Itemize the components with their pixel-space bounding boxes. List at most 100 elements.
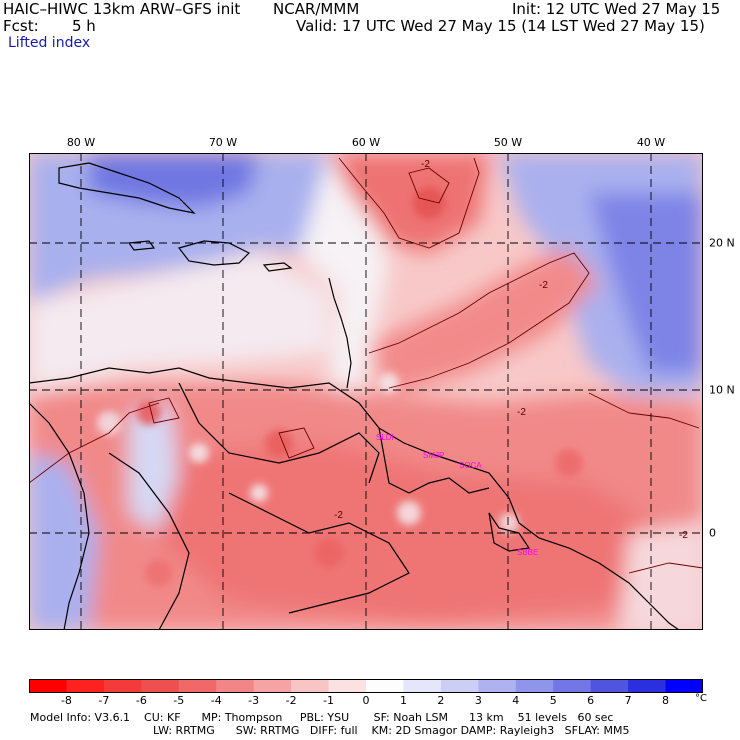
colorbar: [29, 679, 703, 693]
lon-label-70w: 70 W: [208, 136, 238, 149]
colorbar-label: -6: [135, 694, 147, 707]
cell: [555, 449, 583, 477]
colorbar-label: 7: [624, 694, 632, 707]
stable-core-east: [589, 193, 703, 373]
lat-label-10n: 10 N: [709, 383, 735, 397]
cell: [137, 401, 161, 425]
cell: [250, 484, 268, 502]
colorbar-label: 4: [512, 694, 520, 707]
model-info-line2: LW: RRTMG SW: RRTMG DIFF: full KM: 2D Sm…: [153, 724, 630, 737]
colorbar-swatch: [216, 679, 255, 693]
colorbar-label: 6: [587, 694, 595, 707]
cell: [314, 538, 344, 568]
colorbar-swatch: [66, 679, 105, 693]
colorbar-swatch: [478, 679, 517, 693]
unstable-band: [369, 248, 599, 393]
cell: [397, 501, 421, 525]
cell: [413, 187, 445, 219]
model-title: HAIC–HIWC 13km ARW–GFS init: [3, 0, 241, 18]
colorbar-frame: [29, 679, 703, 693]
colorbar-swatch: [103, 679, 142, 693]
map-frame: [29, 153, 703, 630]
colorbar-label: -1: [323, 694, 335, 707]
colorbar-label: -3: [248, 694, 260, 707]
colorbar-unit: °C: [695, 693, 707, 704]
central-america-coast: [29, 402, 90, 630]
guiana-borders: [378, 427, 490, 494]
city-label-soca: SOCA: [459, 461, 482, 470]
amazon-delta: [488, 512, 531, 552]
colorbar-label: 2: [437, 694, 445, 707]
colorbar-swatch: [141, 679, 180, 693]
cell: [379, 373, 399, 393]
colorbar-label: 0: [362, 694, 370, 707]
hispaniola-coast: [177, 240, 251, 266]
colorbar-swatch: [628, 679, 667, 693]
contour-label: -2: [679, 530, 688, 541]
colorbar-swatch: [440, 679, 479, 693]
cell: [97, 411, 121, 435]
valid-time: Valid: 17 UTC Wed 27 May 15 (14 LST Wed …: [296, 17, 705, 35]
colorbar-swatch: [328, 679, 367, 693]
contour-lines: [29, 157, 703, 574]
colorbar-label: 1: [399, 694, 407, 707]
cell: [499, 513, 519, 533]
colorbar-label: -5: [173, 694, 185, 707]
stable-core-northwest: [89, 153, 259, 208]
cell: [145, 559, 173, 587]
neutral-band-west: [29, 253, 329, 393]
lon-label-50w: 50 W: [493, 136, 523, 149]
colorbar-swatch: [590, 679, 629, 693]
colorbar-label: -2: [285, 694, 297, 707]
contour-diagonal: [368, 252, 590, 389]
colorbar-swatch: [29, 679, 67, 693]
stable-area-southwest: [29, 453, 99, 630]
org-label: NCAR/MMM: [273, 0, 360, 18]
south-america-north-coast: [29, 367, 680, 630]
contour-cell-3: [148, 397, 180, 424]
grid-lines: [29, 153, 703, 630]
contour-label: -2: [539, 280, 548, 291]
colorbar-labels: -8 -7 -6 -5 -4 -3 -2 -1 0 1 2 3 4 5 6 7 8: [29, 694, 729, 708]
contour-south-2: [588, 392, 700, 429]
contour-label: -2: [334, 510, 343, 521]
colorbar-swatch: [553, 679, 592, 693]
contour-cell-2: [278, 427, 315, 459]
colorbar-swatch: [366, 679, 404, 693]
city-label-smjp: SMJP: [423, 451, 444, 460]
brazil-border: [228, 492, 410, 614]
lon-label-80w: 80 W: [66, 136, 96, 149]
cell: [189, 443, 209, 463]
contour-north: [338, 157, 480, 249]
cuba-coast: [58, 162, 196, 214]
venezuela-border: [178, 382, 380, 484]
model-info-line1: Model Info: V3.6.1 CU: KF MP: Thompson P…: [30, 711, 614, 724]
city-label-sldi: SLDI: [376, 433, 394, 442]
stable-area-andes: [129, 403, 179, 533]
fcst-value: 5 h: [72, 17, 96, 35]
colorbar-label: -7: [98, 694, 110, 707]
colorbar-swatch: [403, 679, 442, 693]
colorbar-label: -4: [210, 694, 222, 707]
city-label-sbbe: SBBE: [517, 548, 538, 557]
contour-label: -2: [421, 159, 430, 170]
colorbar-swatch: [253, 679, 292, 693]
contour-label: -2: [517, 407, 526, 418]
colorbar-swatch: [515, 679, 554, 693]
puerto-rico-coast: [262, 262, 293, 272]
lon-label-40w: 40 W: [636, 136, 666, 149]
colorbar-label: -8: [60, 694, 72, 707]
contour-east: [628, 562, 703, 574]
contour-south-1: [29, 402, 160, 484]
colorbar-label: 3: [474, 694, 482, 707]
neutral-area-southeast: [619, 523, 703, 630]
colorbar-swatch: [665, 679, 703, 693]
init-time: Init: 12 UTC Wed 27 May 15: [512, 0, 721, 18]
unstable-area-north: [329, 153, 489, 253]
contour-cell-1: [408, 167, 450, 204]
lesser-antilles: [328, 277, 352, 389]
jamaica-coast: [127, 240, 156, 251]
colorbar-swatch: [178, 679, 217, 693]
field-name: Lifted index: [8, 35, 91, 51]
fcst-label: Fcst:: [3, 17, 39, 35]
